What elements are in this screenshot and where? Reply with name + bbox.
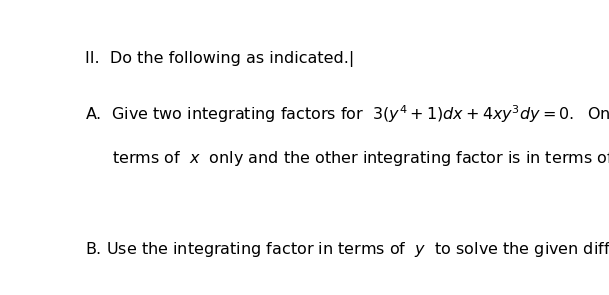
Text: II.  Do the following as indicated.|: II. Do the following as indicated.| <box>85 51 354 67</box>
Text: B. Use the integrating factor in terms of  $y$  to solve the given differential : B. Use the integrating factor in terms o… <box>85 240 609 259</box>
Text: A.  Give two integrating factors for  $3(y^{4}+1)dx + 4xy^{3}dy = 0.$  One integ: A. Give two integrating factors for $3(y… <box>85 104 609 125</box>
Text: terms of  $x$  only and the other integrating factor is in terms of  $y$  only. : terms of $x$ only and the other integrat… <box>111 149 609 168</box>
